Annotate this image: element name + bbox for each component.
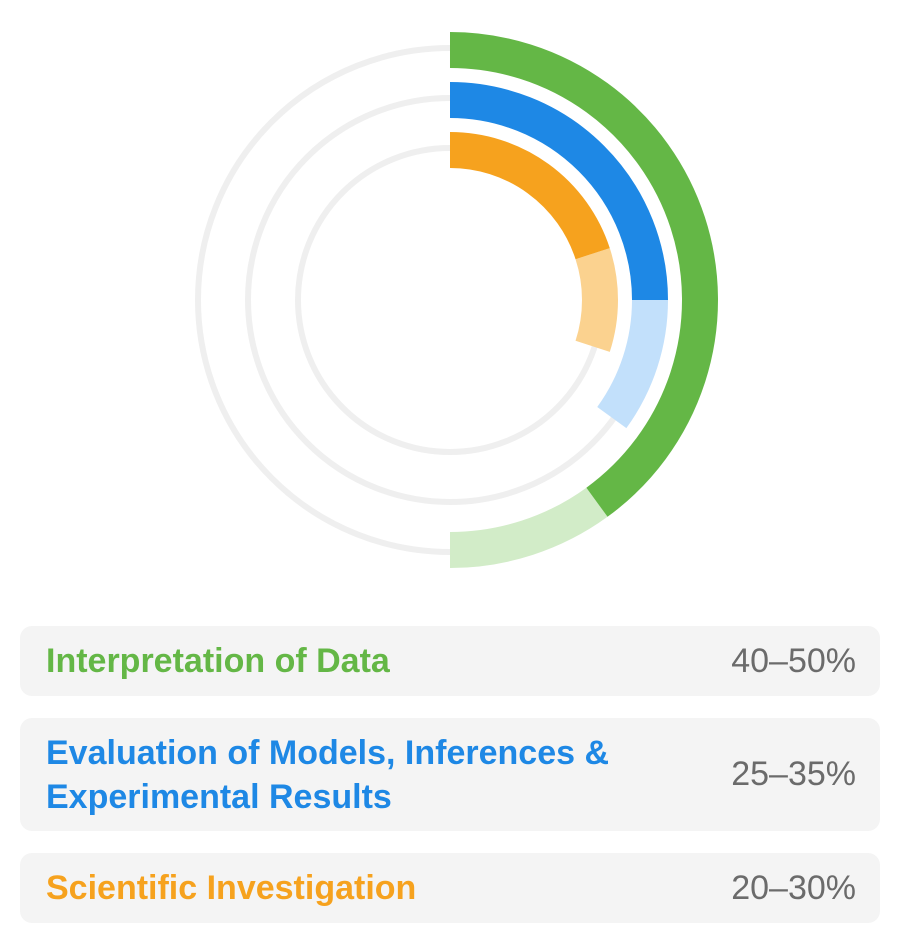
legend-value: 20–30% bbox=[731, 868, 856, 907]
legend-label: Scientific Investigation bbox=[46, 869, 417, 907]
legend-label: Evaluation of Models, Inferences & Exper… bbox=[46, 733, 610, 816]
min-arc-interpretation-of-data bbox=[449, 32, 718, 517]
chart-arcs bbox=[449, 32, 718, 568]
radial-range-chart bbox=[195, 32, 718, 568]
legend-value: 40–50% bbox=[731, 641, 856, 680]
legend-row-interpretation-of-data: Interpretation of Data 40–50% bbox=[20, 626, 880, 696]
legend-label: Interpretation of Data bbox=[46, 642, 390, 680]
legend: Interpretation of Data 40–50% Evaluation… bbox=[20, 626, 880, 923]
legend-row-evaluation-of-models: Evaluation of Models, Inferences & Exper… bbox=[20, 718, 880, 831]
legend-value: 25–35% bbox=[731, 755, 856, 793]
legend-row-scientific-investigation: Scientific Investigation 20–30% bbox=[20, 853, 880, 923]
range-arc-evaluation-of-models-inferences-experimental-results bbox=[597, 299, 668, 429]
min-arc-scientific-investigation bbox=[449, 132, 610, 260]
min-arc-evaluation-of-models-inferences-experimental-results bbox=[449, 82, 668, 301]
range-arc-interpretation-of-data bbox=[449, 487, 608, 568]
range-arc-scientific-investigation bbox=[575, 248, 618, 352]
